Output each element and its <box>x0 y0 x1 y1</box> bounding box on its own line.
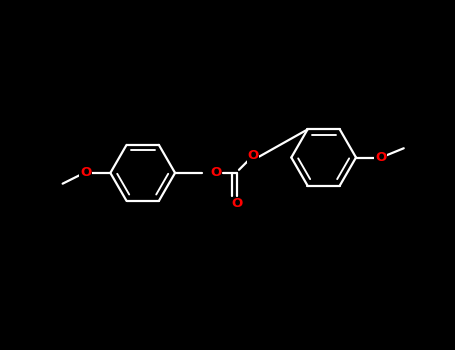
Text: O: O <box>210 166 222 180</box>
Text: O: O <box>375 151 386 164</box>
Text: O: O <box>232 197 243 210</box>
Text: O: O <box>247 149 258 162</box>
Text: O: O <box>80 166 91 180</box>
